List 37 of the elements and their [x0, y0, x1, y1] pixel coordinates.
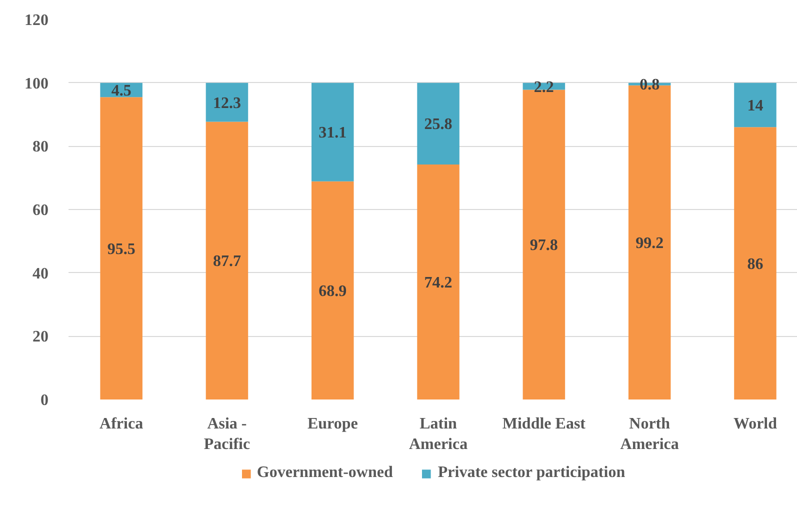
y-tick-label: 0: [40, 392, 48, 409]
y-tick-label: 100: [24, 75, 48, 92]
bar: [734, 127, 776, 400]
y-tick-label: 80: [32, 138, 48, 156]
bar: [206, 122, 248, 400]
x-tick-label: Middle East: [502, 416, 586, 432]
x-tick-label: Latin America: [408, 416, 468, 453]
x-tick-label: Africa: [100, 416, 144, 432]
legend-label: Government-owned: [256, 464, 393, 482]
y-tick-label: 60: [32, 202, 48, 219]
y-tick-label: 120: [24, 12, 48, 29]
data-label: 12.3: [212, 94, 241, 112]
bar: [100, 97, 142, 400]
data-label: 25.8: [424, 116, 452, 134]
bar: [312, 181, 354, 400]
y-tick-label: 20: [32, 328, 48, 346]
bar: [734, 82, 776, 128]
data-label: 74.2: [424, 274, 452, 292]
x-tick-label: Asia - Pacific: [204, 416, 250, 453]
data-label: 14: [747, 98, 764, 114]
data-label: 97.8: [530, 237, 558, 254]
data-label: 86: [747, 256, 764, 273]
data-label: 68.9: [318, 282, 347, 300]
bar: [417, 164, 460, 400]
data-label: 87.7: [212, 253, 241, 270]
data-label: 99.2: [636, 234, 664, 252]
x-tick-label: Europe: [307, 416, 358, 432]
bar: [206, 82, 248, 122]
y-tick-label: 40: [32, 265, 48, 282]
x-tick-label: World: [733, 416, 778, 432]
bar: [312, 82, 354, 182]
x-tick-label: North America: [620, 416, 679, 453]
data-label: 95.5: [107, 240, 136, 258]
legend-label: Private sector participation: [438, 464, 626, 482]
data-label: 4.5: [111, 82, 132, 100]
data-label: 31.1: [318, 124, 347, 142]
bar: [417, 82, 460, 165]
